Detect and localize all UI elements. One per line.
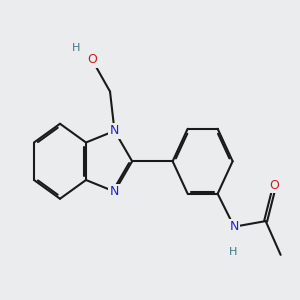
Text: O: O: [270, 179, 280, 192]
Text: O: O: [87, 53, 97, 66]
Text: N: N: [230, 220, 239, 233]
Text: H: H: [72, 44, 81, 53]
Text: H: H: [229, 247, 237, 257]
Text: N: N: [110, 185, 119, 198]
Text: N: N: [110, 124, 119, 137]
